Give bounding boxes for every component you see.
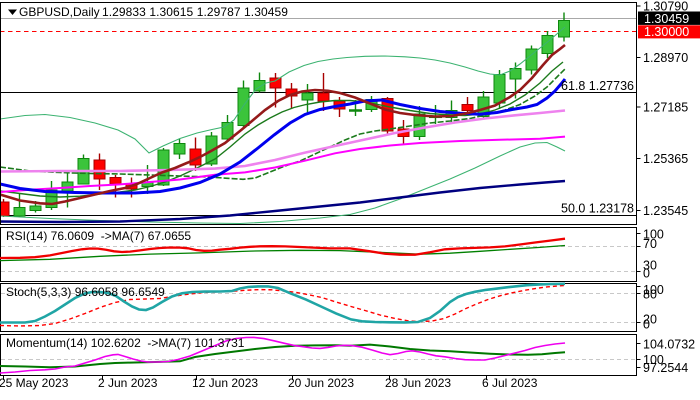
svg-text:28 Jun 2023: 28 Jun 2023: [385, 376, 451, 390]
svg-text:Momentum(14) 102.6202 ->MA(7): Momentum(14) 102.6202 ->MA(7) 101.3731: [6, 336, 245, 350]
svg-text:50.0 1.23178: 50.0 1.23178: [561, 202, 634, 216]
svg-text:GBPUSD,Daily: GBPUSD,Daily: [19, 5, 100, 19]
svg-text:Stoch(5,3,3) 96.6058 96.6549: Stoch(5,3,3) 96.6058 96.6549: [6, 285, 165, 299]
svg-text:1.27185: 1.27185: [643, 101, 688, 115]
svg-text:1.30000: 1.30000: [644, 25, 689, 39]
svg-text:97.2544: 97.2544: [643, 361, 688, 375]
svg-text:0: 0: [643, 267, 650, 281]
svg-text:0: 0: [643, 318, 650, 332]
svg-text:80: 80: [643, 287, 657, 301]
svg-text:100: 100: [643, 353, 664, 367]
svg-text:6 Jul 2023: 6 Jul 2023: [482, 376, 538, 390]
svg-text:61.8 1.27736: 61.8 1.27736: [561, 79, 634, 93]
svg-text:30: 30: [643, 259, 657, 273]
svg-text:12 Jun 2023: 12 Jun 2023: [192, 376, 258, 390]
svg-text:1.23545: 1.23545: [643, 204, 688, 218]
svg-text:RSI(14) 76.0609 ->MA(7) 67.06: RSI(14) 76.0609 ->MA(7) 67.0655: [6, 229, 191, 243]
svg-text:20: 20: [643, 312, 657, 326]
svg-text:70: 70: [643, 237, 657, 251]
svg-text:1.30790: 1.30790: [643, 0, 688, 14]
svg-text:25 May 2023: 25 May 2023: [0, 376, 69, 390]
svg-text:1.29833 1.30615 1.29787 1.3045: 1.29833 1.30615 1.29787 1.30459: [102, 5, 288, 19]
svg-text:2 Jun 2023: 2 Jun 2023: [98, 376, 158, 390]
svg-text:100: 100: [643, 227, 664, 241]
svg-text:100: 100: [643, 283, 664, 297]
svg-text:1.25365: 1.25365: [643, 152, 688, 166]
svg-text:20 Jun 2023: 20 Jun 2023: [288, 376, 354, 390]
svg-text:104.0732: 104.0732: [643, 338, 695, 352]
svg-text:1.28970: 1.28970: [643, 51, 688, 65]
svg-text:1.30459: 1.30459: [644, 12, 689, 26]
